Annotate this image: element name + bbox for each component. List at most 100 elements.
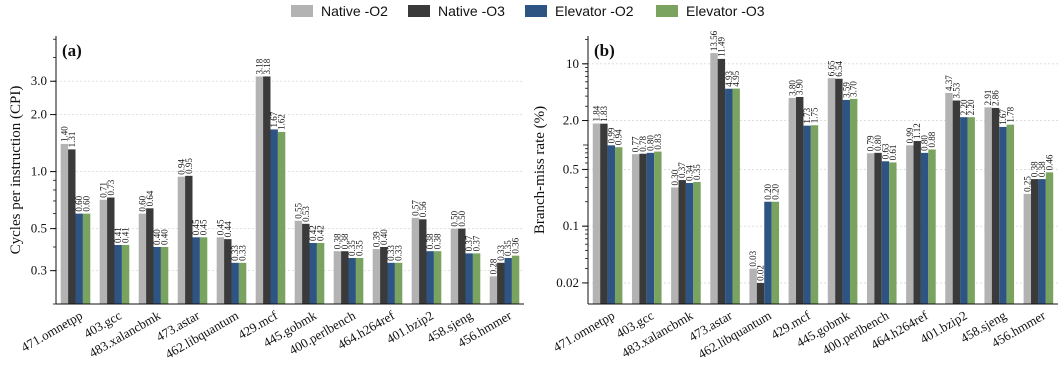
data-label: 0.40 (152, 229, 162, 245)
data-label: 6.54 (834, 61, 844, 77)
bar-native-o3-471.omnetpp (68, 149, 76, 304)
data-label: 0.78 (638, 135, 648, 151)
bar-native-o3-400.perlbench (874, 152, 882, 304)
bar-native-o3-401.bzip2 (419, 219, 427, 304)
data-label: 0.41 (121, 227, 131, 243)
data-label: 0.41 (113, 227, 123, 243)
bar-native-o2-445.gobmk (827, 78, 836, 304)
data-label: 0.79 (866, 135, 876, 151)
bar-native-o3-471.omnetpp (600, 123, 608, 305)
bar-elevator-o2-458.sjeng (465, 253, 473, 304)
data-label: 0.42 (308, 225, 318, 241)
data-label: 0.99 (606, 127, 616, 143)
data-label: 3.53 (951, 82, 961, 98)
bar-native-o2-462.libquantum (216, 237, 225, 304)
y-tick-label: 10 (566, 56, 579, 71)
data-label: 0.20 (770, 183, 780, 199)
data-label: 0.35 (692, 164, 702, 180)
data-label: 0.42 (316, 225, 326, 241)
y-tick-label: 0.02 (556, 275, 579, 290)
bar-elevator-o3-462.libquantum (238, 262, 247, 304)
data-label: 1.84 (591, 105, 601, 121)
data-label: 0.83 (653, 133, 663, 149)
legend-label-native-o2: Native -O2 (321, 3, 388, 19)
bar-native-o3-483.xalancbmk (678, 180, 686, 304)
data-label: 0.55 (293, 203, 303, 219)
bar-native-o3-462.libquantum (756, 282, 765, 304)
legend-swatch-elevator-o3 (656, 5, 678, 17)
data-label: 1.73 (802, 107, 812, 123)
data-label: 0.57 (410, 200, 420, 216)
bar-native-o3-464.h264ref (380, 246, 388, 304)
legend-label-elevator-o3: Elevator -O3 (686, 3, 765, 19)
data-label: 0.38 (340, 233, 350, 249)
data-label: 0.53 (301, 206, 311, 222)
data-label: 0.39 (371, 231, 381, 247)
data-label: 4.93 (724, 70, 734, 86)
bar-elevator-o2-429.mcf (270, 129, 278, 304)
data-label: 0.03 (748, 250, 758, 266)
bar-elevator-o2-473.astar (192, 237, 200, 304)
data-label: 6.65 (826, 60, 836, 76)
bar-native-o2-471.omnetpp (592, 123, 601, 304)
data-label: 0.60 (137, 195, 147, 211)
data-label: 1.40 (59, 126, 69, 142)
data-label: 2.91 (983, 90, 993, 106)
bar-native-o2-456.hmmer (489, 276, 498, 304)
bar-native-o3-403.gcc (639, 153, 647, 304)
bar-native-o2-401.bzip2 (945, 92, 953, 305)
bar-elevator-o2-471.omnetpp (607, 145, 615, 304)
bar-native-o3-473.astar (185, 175, 193, 304)
bar-elevator-o3-456.hmmer (511, 255, 520, 304)
data-label: 0.33 (386, 245, 396, 261)
bar-native-o2-401.bzip2 (411, 217, 420, 304)
data-label: 1.31 (67, 132, 77, 148)
bar-elevator-o2-483.xalancbmk (685, 183, 694, 304)
data-label: 1.78 (1005, 106, 1015, 122)
bar-elevator-o3-429.mcf (810, 125, 819, 305)
legend-swatch-native-o2 (291, 5, 313, 17)
data-label: 0.37 (472, 235, 482, 251)
y-tick-label: 0.3 (31, 263, 47, 278)
data-label: 0.37 (464, 235, 474, 251)
data-label: 3.59 (841, 82, 851, 98)
data-label: 0.56 (418, 201, 428, 217)
data-label: 0.94 (176, 158, 186, 174)
data-label: 0.33 (496, 245, 506, 261)
bar-native-o3-473.astar (717, 58, 726, 304)
bar-elevator-o3-471.omnetpp (614, 147, 623, 304)
data-label: 0.44 (223, 221, 233, 237)
data-label: 1.67 (269, 111, 279, 127)
data-label: 3.18 (262, 58, 272, 74)
chart-legend: Native -O2 Native -O3 Elevator -O2 Eleva… (0, 0, 1064, 24)
bar-elevator-o3-445.gobmk (316, 242, 325, 304)
y-tick-label: 0.5 (563, 161, 579, 176)
bar-native-o3-456.hmmer (497, 262, 505, 304)
data-label: 0.38 (1037, 161, 1047, 177)
bar-native-o2-464.h264ref (372, 249, 381, 304)
bar-elevator-o2-445.gobmk (842, 99, 850, 304)
y-tick-label: 2.0 (31, 107, 47, 122)
data-label: 0.80 (920, 135, 930, 151)
bar-elevator-o2-456.hmmer (504, 257, 512, 304)
bar-native-o3-458.sjeng (458, 228, 466, 304)
bar-elevator-o2-462.libquantum (764, 201, 772, 304)
bar-native-o2-429.mcf (255, 76, 264, 304)
x-category-label: 471.omnetpp (18, 308, 85, 355)
data-label: 0.60 (82, 195, 92, 211)
bar-elevator-o3-462.libquantum (771, 201, 780, 304)
data-label: 0.28 (488, 258, 498, 274)
data-label: 0.25 (1022, 176, 1032, 192)
y-tick-label: 3.0 (31, 73, 47, 88)
data-label: 1.12 (912, 123, 922, 139)
bar-native-o2-464.h264ref (906, 145, 914, 304)
bar-native-o3-456.hmmer (1031, 179, 1039, 304)
bar-elevator-o2-403.gcc (646, 152, 655, 304)
panel-a-cpi-chart: 1.40 0.71 0.60 0.94 0.45 3.18 0.55 0.38 0.39 0.57… (8, 36, 524, 362)
data-label: 0.88 (927, 131, 937, 147)
bar-elevator-o2-400.perlbench (348, 257, 356, 304)
data-label: 4.95 (731, 70, 741, 86)
bar-elevator-o2-483.xalancbmk (153, 246, 161, 304)
bar-elevator-o3-483.xalancbmk (693, 182, 701, 304)
